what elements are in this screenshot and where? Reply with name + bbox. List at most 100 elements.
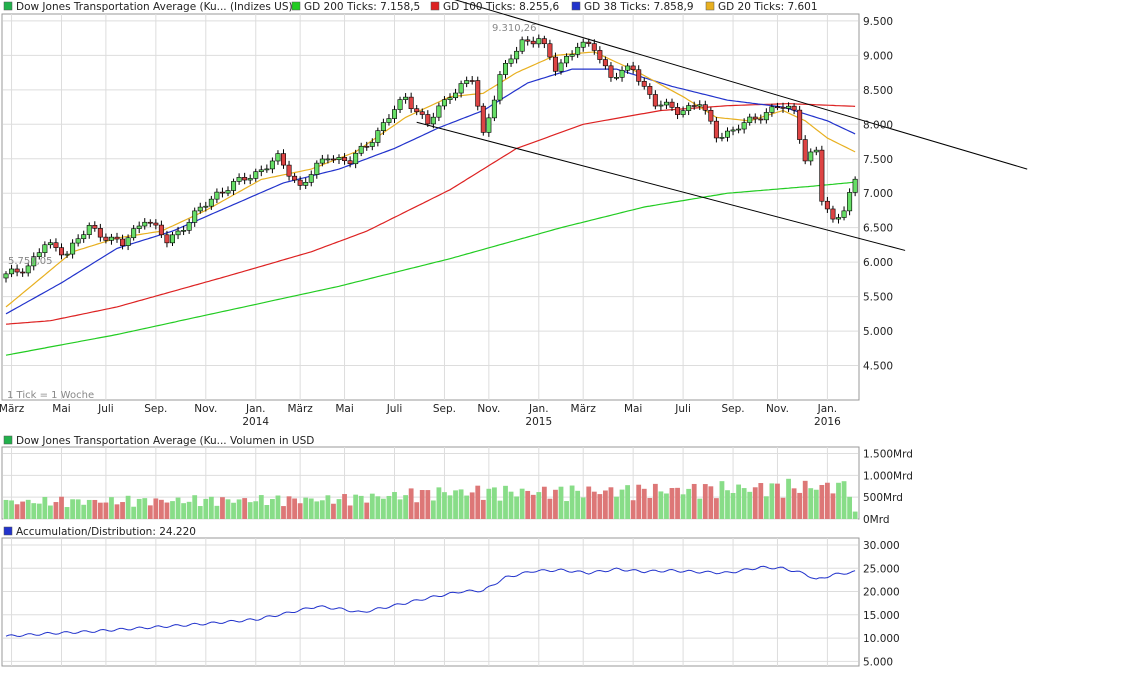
candle-body: [314, 162, 320, 175]
candle-body: [319, 158, 325, 164]
x-tick-label: Mai: [335, 403, 353, 415]
candle-body: [97, 228, 103, 238]
main-y-tick-label: 9.000: [863, 50, 893, 62]
volume-bar: [775, 483, 780, 519]
candle-body: [819, 149, 825, 202]
candle-body: [92, 225, 98, 229]
legend-swatch: [3, 1, 13, 11]
candle-body: [20, 271, 26, 274]
candle-body: [219, 191, 225, 194]
x-tick-label: Nov.: [477, 403, 500, 415]
volume-bar: [830, 493, 836, 519]
volume-bar: [780, 497, 786, 519]
volume-bar: [136, 498, 142, 519]
volume-bar: [231, 502, 236, 519]
candle-body: [591, 43, 597, 51]
volume-bar: [386, 495, 392, 519]
candle-body: [136, 225, 142, 229]
volume-bar: [336, 499, 342, 519]
volume-bar: [664, 493, 669, 519]
volume-bar: [147, 505, 153, 519]
candle-body: [675, 107, 681, 115]
volume-bar: [525, 490, 531, 519]
volume-bar: [625, 485, 630, 519]
volume-bar: [236, 499, 242, 519]
candle-body: [441, 99, 447, 107]
volume-bar: [786, 478, 791, 519]
volume-bar: [536, 492, 542, 519]
candle-body: [464, 80, 470, 84]
volume-bar: [264, 504, 270, 519]
candle-body: [430, 116, 436, 125]
candle-body: [14, 268, 20, 273]
candle-body: [691, 105, 697, 107]
ad-grid: [3, 544, 858, 662]
candle-body: [403, 96, 409, 100]
volume-bar: [791, 488, 797, 519]
volume-bar: [514, 496, 519, 519]
volume-bar: [270, 498, 275, 519]
volume-bar: [142, 498, 148, 519]
main-y-tick-label: 9.500: [863, 16, 893, 28]
candle-body: [342, 157, 348, 162]
candle-body: [64, 253, 70, 256]
volume-bar: [675, 487, 680, 519]
legend-swatch: [571, 1, 581, 11]
candle-body: [741, 122, 747, 130]
candle-body: [630, 65, 636, 71]
main-panel-frame: [1, 13, 860, 401]
candle-body: [619, 69, 625, 78]
candle-body: [719, 137, 725, 139]
candle-body: [292, 175, 298, 181]
volume-bar: [9, 500, 14, 519]
trendlines: [416, 0, 1028, 251]
candle-body: [125, 237, 131, 246]
candle-body: [508, 58, 514, 64]
volume-bar: [253, 501, 259, 519]
legend-label: Dow Jones Transportation Average (Ku... …: [16, 1, 293, 13]
ad-y-tick-label: 30.000: [863, 540, 900, 552]
candle-body: [253, 171, 259, 179]
volume-bar: [170, 501, 175, 519]
candle-body: [469, 80, 475, 82]
volume-bar: [652, 483, 658, 519]
volume-bar: [725, 490, 730, 519]
volume-bar: [220, 497, 225, 519]
candle-body: [791, 105, 797, 111]
candle-body: [497, 74, 503, 101]
candle-body: [697, 104, 703, 107]
volume-bar: [342, 494, 347, 519]
volume-bar: [492, 487, 497, 519]
volume-bars: [3, 478, 858, 519]
candle-body: [813, 149, 819, 153]
volume-bar: [375, 496, 381, 519]
volume-bar: [763, 496, 769, 519]
volume-bar: [25, 499, 31, 519]
x-tick-label: Sep.: [433, 403, 456, 415]
volume-bar: [708, 486, 714, 519]
high-annotation: 9.310,26: [492, 23, 537, 34]
candle-body: [769, 106, 775, 113]
volume-bar: [114, 504, 120, 519]
candle-body: [275, 153, 281, 162]
volume-bar: [42, 496, 48, 519]
candle-body: [736, 128, 742, 131]
volume-bar: [597, 494, 603, 519]
candle-body: [42, 244, 48, 253]
x-tick-label: Mai: [52, 403, 70, 415]
x-tick-label: Mai: [624, 403, 642, 415]
candle-body: [774, 106, 780, 109]
candle-body: [181, 230, 187, 232]
volume-bar: [497, 500, 503, 519]
volume-bar: [314, 501, 320, 519]
ad-y-tick-label: 25.000: [863, 563, 900, 575]
candle-body: [564, 56, 570, 64]
candle-body: [358, 145, 364, 154]
candle-body: [486, 117, 492, 133]
trendline: [416, 121, 906, 251]
volume-bar: [758, 483, 764, 519]
volume-bar: [591, 491, 597, 519]
candle-body: [658, 104, 664, 107]
x-tick-label: Juli: [386, 403, 403, 415]
volume-bar: [819, 484, 825, 519]
